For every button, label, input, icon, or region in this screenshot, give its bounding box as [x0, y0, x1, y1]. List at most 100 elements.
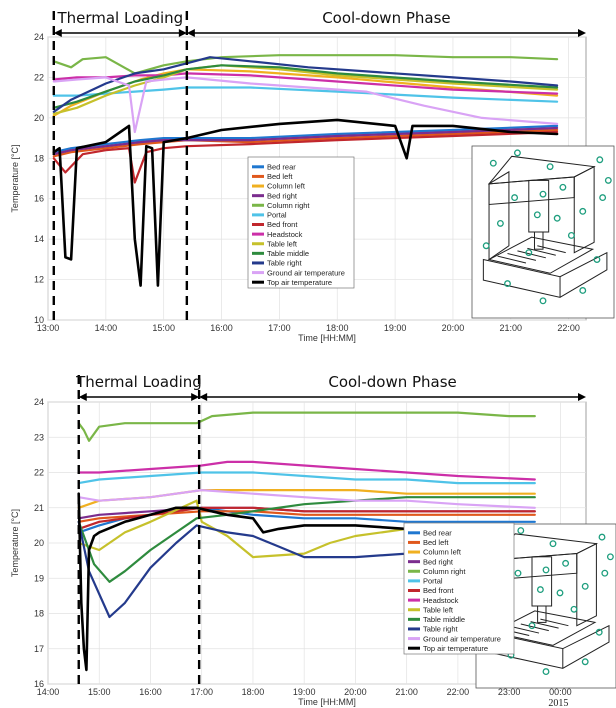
legend-entry: Column right	[423, 567, 466, 576]
y-tick-label: 17	[34, 644, 44, 654]
machine-inset-drawing	[471, 145, 615, 319]
y-tick-label: 18	[34, 153, 44, 163]
temperature-sensor-marker	[539, 297, 547, 305]
legend-entry: Table middle	[267, 249, 309, 258]
temperature-sensor-marker	[601, 569, 609, 577]
bed-slot	[537, 245, 566, 254]
arrow-head-right	[578, 29, 586, 37]
temperature-sensor-marker	[517, 527, 525, 535]
temperature-sensor-marker	[542, 668, 550, 676]
cool-down-arrow	[186, 29, 586, 37]
legend-entry: Ground air temperature	[267, 268, 345, 277]
legend-entry: Column left	[423, 548, 462, 557]
legend-entry: Bed front	[423, 586, 454, 595]
series-line-top-air-temperature	[77, 492, 537, 672]
temperature-sensor-marker	[546, 163, 554, 171]
legend-entry: Bed rear	[423, 529, 452, 538]
legend-entry: Bed front	[267, 220, 298, 229]
temperature-sensor-marker	[579, 287, 587, 294]
series-line-headstock	[77, 460, 536, 481]
temperature-sensor-marker	[514, 569, 522, 577]
x-tick-label: 16:00	[139, 687, 162, 697]
chart-1: 10 12 14 16 18 20 22 24 13:00 14:00 15:00 16:00 17:0…	[10, 9, 615, 343]
legend-entry: Portal	[267, 211, 287, 220]
arrow-head-right	[191, 393, 200, 401]
y-tick-label: 18	[34, 609, 44, 619]
series-line-table-right	[77, 520, 536, 619]
series-line-ground-air-temperature	[77, 489, 536, 509]
series-line-ground-air-temperature	[52, 76, 559, 134]
phase-label-cool-down: Cool-down Phase	[328, 373, 456, 391]
arrow-head-left	[53, 29, 62, 37]
series-line-table-left	[77, 499, 536, 559]
temperature-sensor-marker	[513, 149, 521, 157]
x-tick-label: 13:00	[37, 323, 60, 333]
legend-entry: Portal	[423, 577, 443, 586]
temperature-sensor-marker	[593, 256, 601, 263]
thermal-loading-arrow	[78, 393, 200, 401]
legend-entry: Bed right	[423, 557, 454, 566]
arrow-head-right	[178, 29, 187, 37]
x-tick-label: 19:00	[384, 323, 407, 333]
y-tick-label: 24	[34, 32, 44, 42]
temperature-sensor-marker	[533, 211, 541, 219]
series-line-top-air-temperature	[52, 118, 559, 287]
year-label: 2015	[548, 698, 568, 708]
series-group	[77, 411, 537, 672]
phase-label-cool-down: Cool-down Phase	[322, 9, 450, 27]
y-tick-label: 24	[34, 397, 44, 407]
temperature-sensor-marker	[567, 231, 575, 239]
temperature-sensor-marker	[570, 605, 578, 613]
temperature-sensor-marker	[549, 540, 557, 548]
legend-entry: Top air temperature	[423, 644, 488, 653]
bed-slot	[497, 255, 527, 264]
legend-entry: Table left	[423, 605, 454, 614]
temperature-sensor-marker	[599, 194, 607, 202]
legend-entry: Table right	[267, 259, 303, 268]
legend-entry: Table left	[267, 239, 298, 248]
series-line-table-right	[52, 56, 559, 113]
portal-front	[488, 176, 575, 206]
arrow-head-left	[199, 393, 208, 401]
legend-entry: Ground air temperature	[423, 634, 501, 643]
legend-entry: Table right	[423, 625, 459, 634]
temperature-sensor-marker	[596, 156, 604, 164]
legend-entry: Column left	[267, 182, 306, 191]
x-tick-label: 15:00	[152, 323, 175, 333]
y-axis-label: Temperature [°C]	[10, 144, 20, 212]
cool-down-arrow	[199, 393, 586, 401]
legend-entry: Top air temperature	[267, 278, 332, 287]
y-tick-label: 21	[34, 503, 44, 513]
y-axis-label: Temperature [°C]	[10, 509, 20, 577]
bed-slot	[510, 626, 540, 634]
series-line-bed-left	[77, 510, 536, 523]
temperature-sensor-marker	[542, 566, 550, 574]
x-tick-label: 00:00	[549, 687, 572, 697]
y-tick-label: 20	[34, 538, 44, 548]
x-tick-label: 20:00	[344, 687, 367, 697]
series-line-table-middle	[52, 64, 559, 109]
phase-label-thermal-loading: Thermal Loading	[75, 373, 202, 391]
temperature-sensor-marker	[496, 219, 504, 227]
temperature-sensor-marker	[579, 207, 587, 215]
temperature-sensor-marker	[598, 533, 606, 541]
y-tick-label: 20	[34, 113, 44, 123]
legend-entry: Bed left	[267, 172, 293, 181]
x-tick-label: 18:00	[326, 323, 349, 333]
x-axis-label: Time [HH:MM]	[298, 697, 356, 707]
legend-entry: Headstock	[267, 230, 303, 239]
series-line-bed-front	[77, 506, 536, 531]
temperature-sensor-marker	[604, 176, 612, 184]
machine-bed	[491, 610, 597, 646]
x-tick-label: 14:00	[95, 323, 118, 333]
x-tick-label: 18:00	[242, 687, 265, 697]
x-tick-label: 16:00	[210, 323, 233, 333]
temperature-sensor-marker	[504, 280, 511, 288]
arrow-head-left	[78, 393, 87, 401]
left-column	[488, 170, 510, 261]
y-tick-label: 23	[34, 432, 44, 442]
series-line-column-right	[77, 411, 536, 442]
x-tick-label: 20:00	[442, 323, 465, 333]
